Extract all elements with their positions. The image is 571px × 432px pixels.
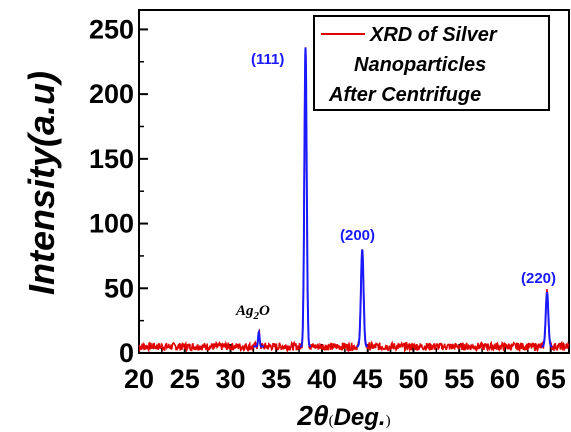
peak-fit-line [356, 249, 368, 348]
x-tick-label: 50 [398, 364, 428, 394]
plot-frame [138, 9, 570, 354]
x-axis-title-symbol: 2θ [296, 400, 329, 431]
ticks-layer: 20 25 30 35 40 45 50 55 60 65 0 50 100 150 200 250 [89, 14, 566, 394]
peak-fit-line [541, 291, 553, 348]
y-tick-label: 250 [89, 14, 134, 44]
x-tick-label: 60 [490, 364, 520, 394]
legend: XRD of Silver Nanoparticles After Centri… [313, 15, 550, 111]
peak-label-ag2o: Ag2O [235, 303, 270, 322]
legend-line-2: Nanoparticles [354, 54, 486, 76]
legend-box [313, 15, 550, 111]
series-layer [138, 47, 570, 354]
peak-label-220: (220) [521, 270, 556, 287]
peak-label-111: (111) [251, 51, 284, 68]
y-tick-label: 100 [89, 209, 134, 239]
x-tick-label: 65 [536, 364, 566, 394]
ag2o-end: O [259, 303, 270, 319]
ag2o-sub: 2 [253, 310, 260, 322]
x-tick-label: 35 [261, 364, 291, 394]
x-axis-paren-open: ( [329, 413, 334, 429]
x-tick-label: 45 [353, 364, 383, 394]
fit-layer [253, 47, 553, 348]
x-tick-label: 30 [215, 364, 245, 394]
y-tick-label: 150 [89, 144, 134, 174]
x-tick-label: 55 [444, 364, 474, 394]
x-axis-paren-close: ) [386, 413, 391, 429]
x-axis-title: 2θ(Deg.) [296, 400, 390, 431]
peak-fit-line [300, 47, 311, 348]
legend-line-3: After Centrifuge [328, 84, 481, 106]
legend-line-1: XRD of Silver [369, 24, 498, 46]
series-line-xrd [138, 47, 570, 354]
x-tick-label: 40 [307, 364, 337, 394]
x-tick-label: 25 [170, 364, 200, 394]
y-tick-label: 50 [104, 273, 134, 303]
peak-label-200: (200) [340, 227, 375, 244]
ag2o-main: Ag [235, 303, 254, 319]
x-axis-title-unit: Deg. [334, 404, 386, 431]
y-axis-title: Intensity(a.u) [21, 71, 62, 295]
peak-fit-line [253, 328, 265, 348]
y-tick-label: 200 [89, 79, 134, 109]
y-tick-label: 0 [119, 338, 134, 368]
x-tick-label: 20 [124, 364, 154, 394]
